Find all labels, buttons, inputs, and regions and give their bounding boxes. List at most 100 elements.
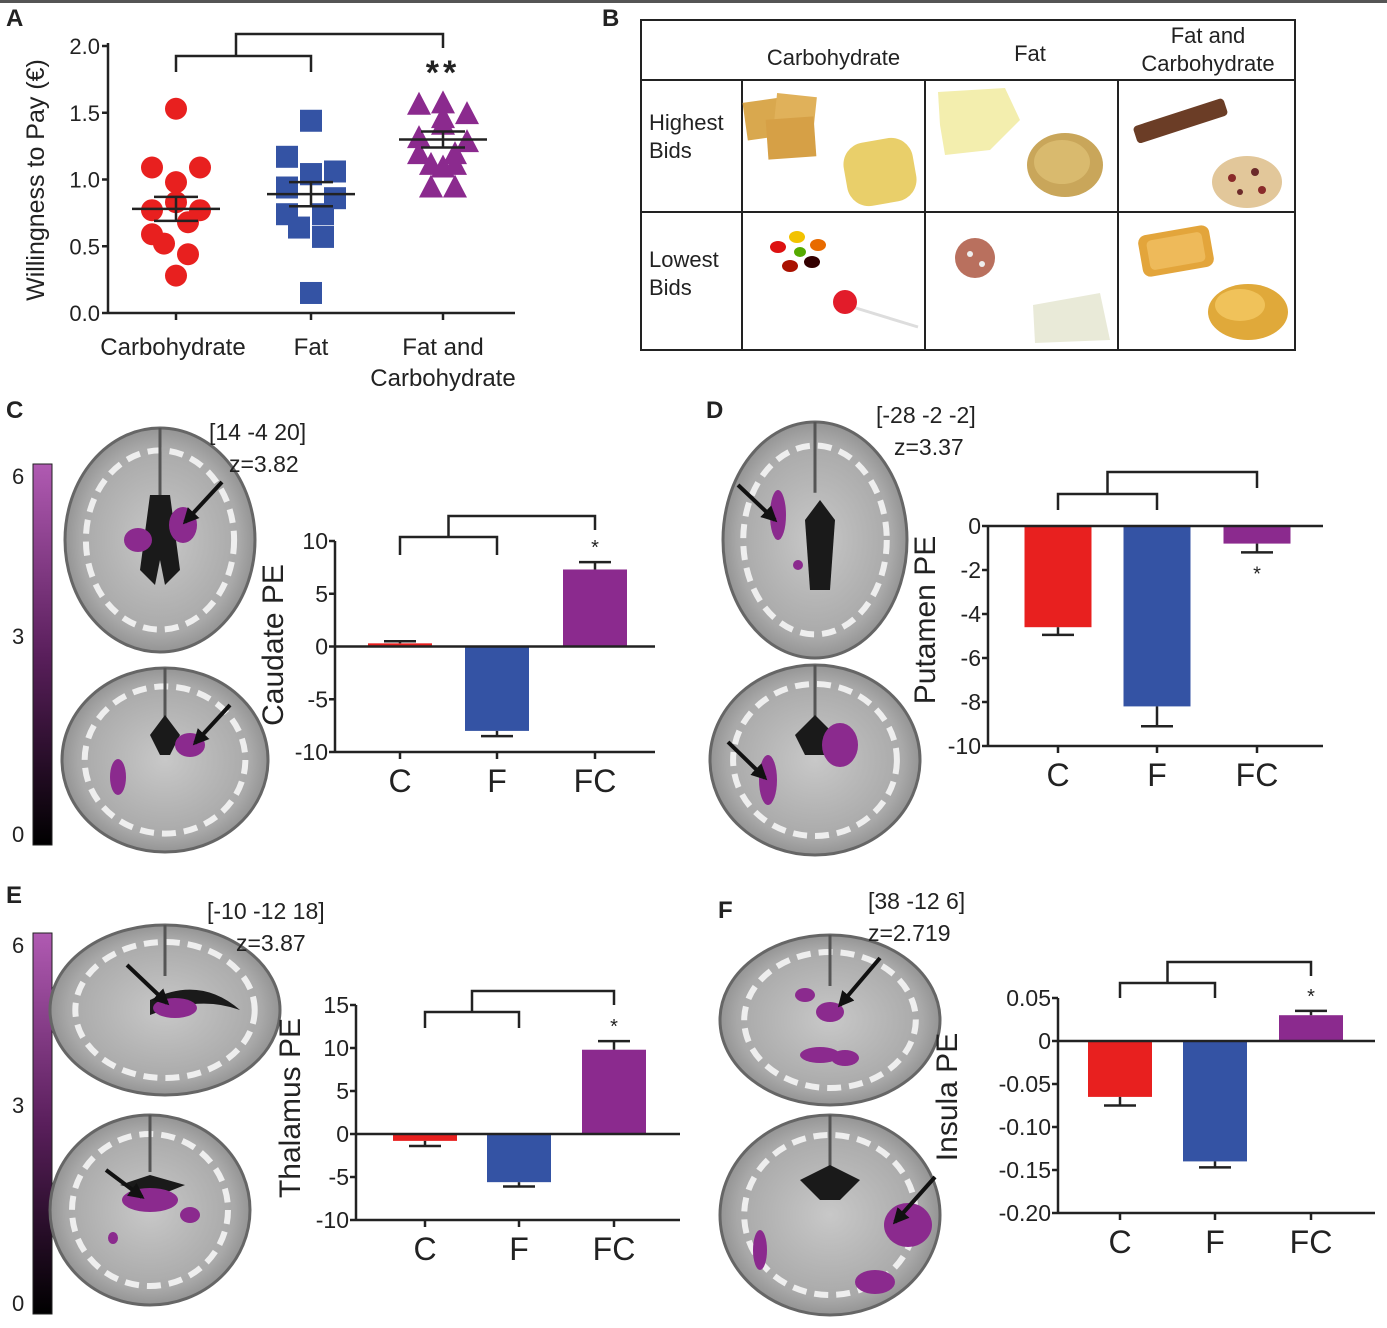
panel-label-b: B <box>602 5 619 32</box>
brain-d-axial <box>721 420 909 660</box>
bar-fc <box>1223 526 1291 544</box>
brain-c-coronal <box>60 666 270 854</box>
data-point-triangle <box>443 174 467 198</box>
x-tick-label: C <box>388 763 411 799</box>
comparison-bracket-large <box>1106 470 1259 494</box>
data-point-triangle <box>431 154 455 178</box>
data-point-circle <box>153 232 175 255</box>
ventricle <box>120 1175 185 1195</box>
x-tick-label: Fat and <box>402 334 483 361</box>
data-point-circle <box>177 243 199 266</box>
brain-gyri <box>72 939 258 1081</box>
significance-marker: * <box>1253 563 1261 585</box>
chart-c-bar: -10 -5 0 5 10 C F FC Caudate PE * <box>257 514 655 799</box>
table-row-header-highest-bids: Highest Bids <box>649 110 724 163</box>
food-bread-roll <box>843 137 917 207</box>
comparison-bracket-large <box>470 989 616 1012</box>
bar-f <box>1183 1041 1247 1162</box>
y-axis-label: Caudate PE <box>257 564 290 726</box>
y-axis-label: Insula PE <box>931 1033 964 1161</box>
colorbar-c-tick-min: 0 <box>12 822 24 847</box>
table-row-header-lowest-bids: Lowest Bids <box>649 247 719 300</box>
coord-label-c: [14 -4 20] <box>209 419 306 445</box>
y-tick-label: 10 <box>323 1035 349 1061</box>
colorbar-c-tick-mid: 3 <box>12 624 24 649</box>
data-point-square <box>312 203 334 226</box>
arrow-icon <box>837 956 882 1008</box>
coord-label-d: [-28 -2 -2] <box>876 402 976 428</box>
ventricle <box>150 989 240 1015</box>
table-col-header-fat: Fat <box>1014 41 1046 66</box>
z-label-d: z=3.37 <box>894 434 964 460</box>
brain-e-sagittal <box>48 923 282 1097</box>
x-tick-label: C <box>413 1231 436 1267</box>
z-label-f: z=2.719 <box>868 920 951 946</box>
activation-blob <box>795 988 815 1002</box>
top-border <box>0 0 1387 3</box>
data-point-circle <box>189 156 211 179</box>
y-tick-label: 0 <box>315 634 328 660</box>
activation-blob <box>831 1050 859 1066</box>
activation-blob <box>816 1002 844 1022</box>
comparison-bracket-small <box>1056 492 1159 510</box>
chart-f-bar: -0.20 -0.15 -0.10 -0.05 0 0.05 C F FC Insula PE * <box>931 960 1375 1260</box>
x-tick-label: F <box>509 1231 529 1267</box>
brain-e-coronal <box>48 1113 252 1307</box>
brain-f-coronal <box>718 1113 942 1317</box>
data-point-circle <box>165 97 187 120</box>
bar-c <box>368 643 432 647</box>
x-tick-label: F <box>487 763 507 799</box>
activation-blob <box>770 490 786 540</box>
activation-blob <box>759 755 777 805</box>
comparison-bracket-small <box>398 535 499 555</box>
panel-label-a: A <box>6 5 23 32</box>
ventricle <box>150 715 180 755</box>
brain-gyri <box>740 442 890 638</box>
x-tick-label: FC <box>1290 1224 1333 1260</box>
x-tick-label: Fat <box>294 334 329 361</box>
z-label-e: z=3.87 <box>236 930 306 956</box>
data-point-square <box>300 163 322 186</box>
data-point-triangle <box>431 90 455 114</box>
activation-blob <box>108 1232 118 1244</box>
data-point-triangle <box>407 91 431 115</box>
data-point-triangle <box>431 111 455 135</box>
y-tick-label: 1.0 <box>69 168 100 193</box>
bar-f <box>487 1134 551 1183</box>
food-chocolate-bar <box>1133 98 1228 144</box>
activation-blob <box>800 1047 840 1063</box>
y-tick-label: -0.10 <box>999 1114 1051 1140</box>
chart-d-bar: -10 -8 -6 -4 -2 0 C F FC Putamen PE * <box>909 470 1323 793</box>
data-point-square <box>276 145 298 168</box>
food-snack-puffs <box>1208 284 1288 340</box>
data-point-square <box>324 160 346 183</box>
x-tick-label: F <box>1205 1224 1225 1260</box>
colorbar-e-tick-max: 6 <box>12 933 24 958</box>
y-tick-label: -2 <box>961 557 981 583</box>
data-point-square <box>312 225 334 248</box>
y-tick-label: -0.15 <box>999 1157 1051 1183</box>
activation-blob <box>180 1207 200 1223</box>
arrow-icon <box>192 703 232 746</box>
arrow-icon <box>125 963 170 1006</box>
y-tick-label: -10 <box>316 1207 349 1233</box>
data-point-circle <box>165 264 187 287</box>
data-point-square <box>300 109 322 132</box>
brain-d-coronal <box>708 663 922 857</box>
brain-c-axial <box>63 426 257 654</box>
arrow-icon <box>892 1175 937 1225</box>
y-tick-label: 0 <box>968 513 981 539</box>
bar-c <box>393 1134 457 1141</box>
ventricle <box>140 495 180 585</box>
activation-blob <box>822 723 858 767</box>
x-tick-label: F <box>1147 757 1167 793</box>
colorbar-e-tick-min: 0 <box>12 1291 24 1316</box>
y-tick-label: -5 <box>308 686 328 712</box>
significance-marker: ** <box>426 54 460 92</box>
x-tick-label: C <box>1108 1224 1131 1260</box>
coord-label-e: [-10 -12 18] <box>207 898 325 924</box>
colorbar-e-tick-mid: 3 <box>12 1093 24 1118</box>
y-tick-label: 0 <box>336 1121 349 1147</box>
x-tick-label: Carbohydrate <box>100 334 245 361</box>
